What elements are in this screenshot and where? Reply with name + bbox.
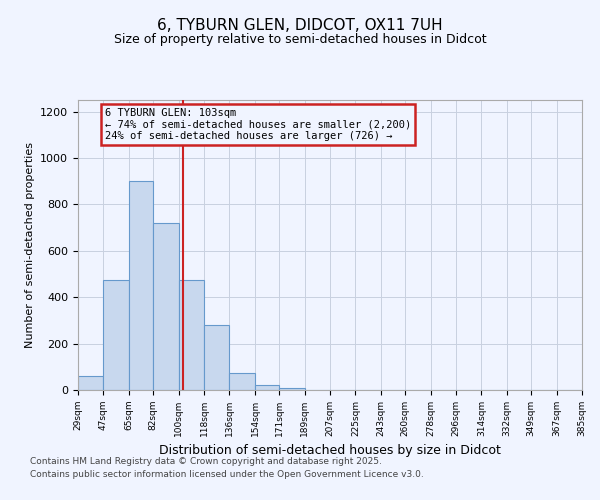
Bar [153, 223, 179, 390]
Bar [255, 386, 279, 390]
Bar [229, 372, 255, 390]
Bar [204, 325, 229, 390]
Bar [279, 388, 305, 390]
Bar [129, 181, 153, 390]
Bar [179, 280, 204, 390]
Bar [78, 376, 103, 390]
Text: Size of property relative to semi-detached houses in Didcot: Size of property relative to semi-detach… [113, 32, 487, 46]
X-axis label: Distribution of semi-detached houses by size in Didcot: Distribution of semi-detached houses by … [159, 444, 501, 458]
Bar [103, 280, 129, 390]
Text: Contains HM Land Registry data © Crown copyright and database right 2025.: Contains HM Land Registry data © Crown c… [30, 458, 382, 466]
Text: Contains public sector information licensed under the Open Government Licence v3: Contains public sector information licen… [30, 470, 424, 479]
Text: 6, TYBURN GLEN, DIDCOT, OX11 7UH: 6, TYBURN GLEN, DIDCOT, OX11 7UH [157, 18, 443, 32]
Text: 6 TYBURN GLEN: 103sqm
← 74% of semi-detached houses are smaller (2,200)
24% of s: 6 TYBURN GLEN: 103sqm ← 74% of semi-deta… [105, 108, 411, 142]
Y-axis label: Number of semi-detached properties: Number of semi-detached properties [25, 142, 35, 348]
